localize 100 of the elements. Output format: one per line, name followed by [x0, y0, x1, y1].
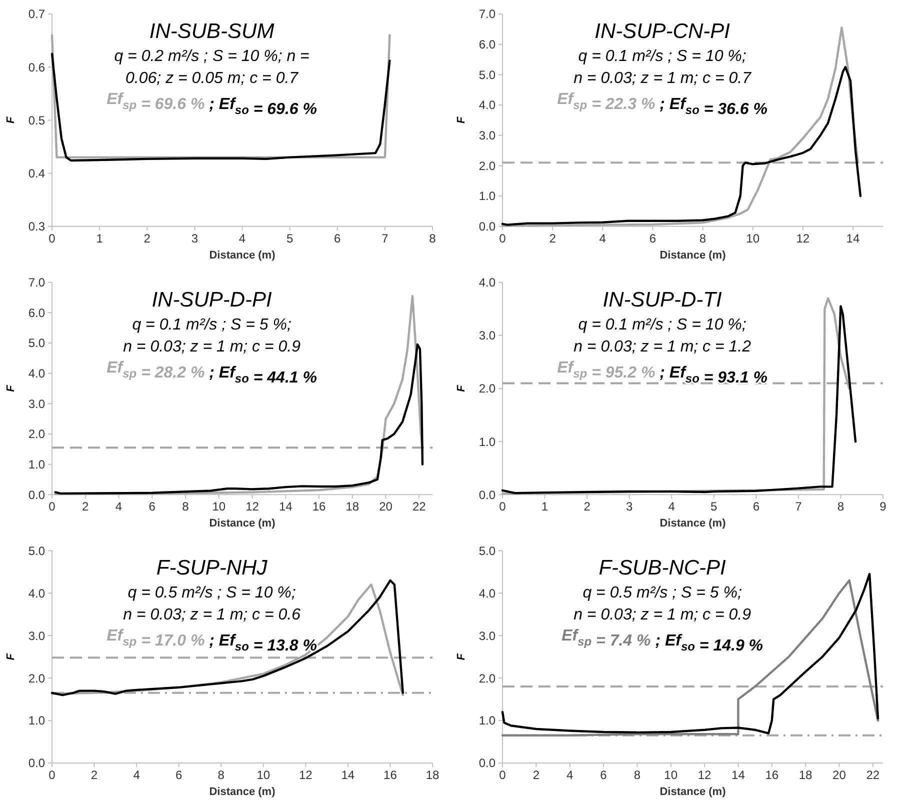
x-tick-label: 2: [584, 500, 591, 514]
annotation: Ef$_{sp}$ = 17.0 %: [106, 628, 205, 650]
annotation: ; Ef$_{so}$ = 44.1 %: [204, 364, 317, 386]
x-tick-label: 14: [341, 768, 355, 782]
x-tick-label: 4: [566, 768, 574, 782]
x-tick-label: 8: [699, 231, 706, 246]
chart-title: F-SUB-NC-PI: [598, 556, 726, 580]
annotation: n = 0.03; z = 1 m; c = 0.9: [123, 338, 301, 356]
annotation: ; Ef$_{so}$ = 93.1 %: [655, 364, 768, 386]
y-tick-label: 4.0: [28, 366, 46, 381]
y-tick-label: 5.0: [28, 336, 46, 350]
chart-title: F-SUP-NHJ: [156, 556, 268, 580]
x-tick-label: 12: [796, 231, 810, 246]
x-tick-label: 6: [175, 768, 182, 782]
chart-title: IN-SUP-D-TI: [602, 288, 722, 312]
annotation: n = 0.03; z = 1 m; c = 1.2: [574, 338, 752, 356]
x-tick-label: 5: [710, 500, 718, 514]
x-tick-label: 6: [752, 500, 760, 514]
x-tick-label: 0: [499, 231, 506, 246]
y-tick-label: 3.0: [478, 128, 496, 143]
y-tick-label: 6.0: [28, 306, 46, 320]
x-tick-label: 8: [429, 231, 436, 246]
x-tick-label: 10: [664, 768, 678, 782]
y-tick-label: 4.0: [28, 586, 46, 600]
x-tick-label: 22: [412, 500, 426, 514]
annotation: Ef$_{sp}$ = 7.4 %: [562, 628, 651, 650]
x-tick-label: 6: [148, 500, 156, 514]
x-tick-label: 7: [382, 231, 389, 246]
annotation: Ef$_{sp}$ = 28.2 %: [106, 359, 205, 382]
x-tick-label: 0: [48, 768, 56, 782]
y-axis-title: F: [456, 116, 468, 124]
y-tick-label: 0.0: [478, 220, 496, 234]
y-tick-label: 1.0: [28, 458, 46, 472]
x-axis-title: Distance (m): [209, 786, 276, 798]
y-tick-label: 6.0: [478, 38, 496, 52]
x-tick-label: 2: [532, 768, 540, 782]
y-tick-label: 4.0: [478, 586, 496, 600]
y-tick-label: 4.0: [478, 98, 496, 112]
y-tick-label: 0.0: [478, 488, 496, 502]
y-tick-label: 3.0: [478, 628, 496, 643]
y-tick-label: 1.0: [478, 189, 496, 204]
y-tick-label: 0.0: [28, 488, 46, 502]
x-tick-label: 4: [599, 231, 606, 246]
annotation: q = 0.5 m²/s ; S = 10 %;: [128, 584, 296, 602]
x-tick-label: 2: [144, 231, 151, 246]
x-tick-label: 8: [634, 768, 641, 782]
x-axis-title: Distance (m): [660, 249, 726, 262]
x-tick-label: 3: [191, 231, 198, 246]
x-tick-label: 7: [795, 500, 802, 514]
x-tick-label: 14: [846, 231, 860, 246]
annotation: q = 0.2 m²/s ; S = 10 %; n =: [114, 48, 310, 65]
y-tick-label: 7.0: [28, 276, 46, 290]
x-tick-label: 2: [549, 231, 556, 246]
y-axis-title: F: [5, 116, 17, 124]
y-tick-label: 1.0: [28, 714, 46, 728]
x-tick-label: 9: [880, 500, 887, 514]
x-tick-label: 16: [765, 768, 779, 782]
x-tick-label: 8: [837, 500, 844, 514]
x-tick-label: 10: [212, 500, 226, 514]
y-tick-label: 1.0: [478, 714, 496, 728]
x-tick-label: 6: [649, 231, 656, 246]
x-tick-label: 2: [90, 768, 98, 782]
x-tick-label: 4: [115, 500, 122, 514]
x-tick-label: 0: [499, 768, 506, 782]
annotation: Ef$_{sp}$ = 69.6 %: [106, 91, 205, 113]
y-tick-label: 5.0: [478, 544, 496, 558]
x-tick-label: 12: [698, 768, 712, 782]
y-tick-label: 5.0: [28, 544, 46, 558]
y-tick-label: 0.6: [28, 60, 46, 74]
annotation: q = 0.5 m²/s ; S = 5 %;: [582, 584, 742, 602]
y-tick-label: 3.0: [28, 628, 46, 643]
x-tick-label: 6: [600, 768, 608, 782]
x-axis-title: Distance (m): [209, 518, 276, 530]
x-tick-label: 10: [256, 768, 270, 782]
y-tick-label: 0.7: [28, 7, 46, 22]
y-tick-label: 3.0: [28, 396, 46, 411]
x-tick-label: 3: [626, 500, 633, 514]
x-tick-label: 0: [48, 500, 56, 514]
y-axis-title: F: [456, 653, 468, 660]
x-tick-label: 12: [298, 768, 313, 782]
y-tick-label: 1.0: [478, 434, 496, 449]
x-tick-label: 5: [286, 231, 294, 246]
x-tick-label: 6: [334, 231, 342, 246]
x-axis-title: Distance (m): [660, 786, 726, 798]
annotation: n = 0.03; z = 1 m; c = 0.9: [574, 606, 752, 624]
x-tick-label: 14: [732, 768, 746, 782]
y-tick-label: 3.0: [478, 328, 496, 343]
y-axis-title: F: [456, 384, 468, 392]
y-tick-label: 2.0: [478, 382, 496, 396]
x-tick-label: 0: [48, 231, 56, 246]
x-tick-label: 4: [668, 500, 676, 514]
x-tick-label: 18: [426, 768, 440, 782]
x-tick-label: 8: [182, 500, 190, 514]
x-tick-label: 2: [82, 500, 90, 514]
y-tick-label: 5.0: [478, 68, 496, 82]
y-tick-label: 0.0: [28, 756, 46, 770]
x-tick-label: 8: [218, 768, 225, 782]
annotation: n = 0.03; z = 1 m; c = 0.6: [123, 606, 301, 624]
x-axis-title: Distance (m): [209, 249, 276, 262]
chart-title: IN-SUP-CN-PI: [594, 20, 730, 43]
